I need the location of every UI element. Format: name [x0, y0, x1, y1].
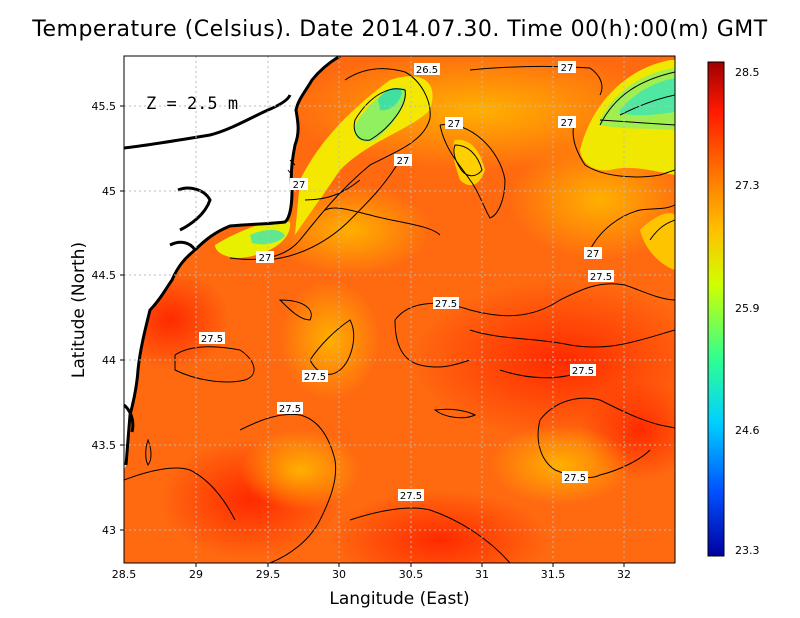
svg-text:27: 27	[448, 119, 461, 130]
x-tick-label: 31.5	[541, 568, 566, 581]
svg-text:27: 27	[293, 180, 306, 191]
colorbar-tick-label: 25.9	[735, 302, 760, 315]
x-axis-label: Langitude (East)	[329, 589, 470, 609]
colorbar-tick-label: 28.5	[735, 66, 760, 79]
svg-text:26.5: 26.5	[416, 65, 438, 76]
y-tick-label: 43	[102, 524, 116, 537]
y-tick-label: 45	[102, 185, 116, 198]
y-tick-label: 45.5	[92, 100, 117, 113]
svg-text:27.5: 27.5	[400, 491, 422, 502]
chart-title: Temperature (Celsius). Date 2014.07.30. …	[32, 17, 768, 42]
svg-text:27: 27	[561, 118, 574, 129]
temperature-field	[124, 56, 675, 563]
colorbar-tick-label: 27.3	[735, 179, 760, 192]
contour-label: 27.5	[588, 270, 614, 283]
y-tick-label: 44	[102, 354, 116, 367]
y-tick-labels: 43 43.5 44 44.5 45 45.5	[92, 100, 117, 537]
contour-label: 27.5	[398, 489, 424, 502]
depth-label: Z = 2.5 m	[146, 94, 238, 114]
x-tick-label: 29.5	[256, 568, 281, 581]
contour-label: 27	[394, 154, 412, 167]
colorbar-tick-label: 24.6	[735, 424, 760, 437]
y-tick-label: 43.5	[92, 439, 117, 452]
y-axis-label: Latitude (North)	[69, 241, 89, 379]
y-tick-label: 44.5	[92, 269, 117, 282]
contour-label: 27	[584, 247, 602, 260]
contour-label: 27	[558, 61, 576, 74]
contour-label: 27	[558, 116, 576, 129]
contour-label: 27	[290, 178, 308, 191]
svg-text:27.5: 27.5	[564, 473, 586, 484]
contour-label: 27.5	[562, 471, 588, 484]
x-tick-label: 28.5	[112, 568, 137, 581]
svg-text:27: 27	[259, 253, 272, 264]
gridlines	[124, 56, 675, 563]
contour-label: 27.5	[199, 332, 225, 345]
svg-text:27.5: 27.5	[435, 299, 457, 310]
svg-text:27.5: 27.5	[279, 404, 301, 415]
contour-label: 27	[256, 251, 274, 264]
axis-ticks	[120, 105, 625, 567]
colorbar: 28.5 27.3 25.9 24.6 23.3	[707, 61, 760, 557]
plot-frame	[123, 55, 676, 564]
svg-text:27.5: 27.5	[304, 372, 326, 383]
x-tick-label: 31	[475, 568, 489, 581]
coastline	[124, 56, 341, 466]
contour-label: 27.5	[433, 297, 459, 310]
x-tick-label: 29	[189, 568, 203, 581]
colorbar-tick-label: 23.3	[735, 544, 760, 557]
contour-label: 27.5	[302, 370, 328, 383]
svg-text:27: 27	[561, 63, 574, 74]
contour-label: 26.5	[414, 63, 440, 76]
x-tick-label: 30	[332, 568, 346, 581]
contour-lines	[124, 65, 675, 563]
x-tick-label: 32	[617, 568, 631, 581]
svg-text:27.5: 27.5	[572, 366, 594, 377]
contour-label: 27.5	[277, 402, 303, 415]
contour-label: 27	[445, 117, 463, 130]
svg-text:27.5: 27.5	[201, 334, 223, 345]
svg-text:27.5: 27.5	[590, 272, 612, 283]
colorbar-gradient	[707, 61, 725, 557]
x-tick-label: 30.5	[399, 568, 424, 581]
svg-text:27: 27	[397, 156, 410, 167]
svg-text:27: 27	[587, 249, 600, 260]
contour-label: 27.5	[570, 364, 596, 377]
contour-label-group: 26.5 27 27 27 27 27 27 27 27.5 27.5 27.5…	[199, 61, 614, 502]
x-tick-labels: 28.5 29 29.5 30 30.5 31 31.5 32	[112, 568, 631, 581]
